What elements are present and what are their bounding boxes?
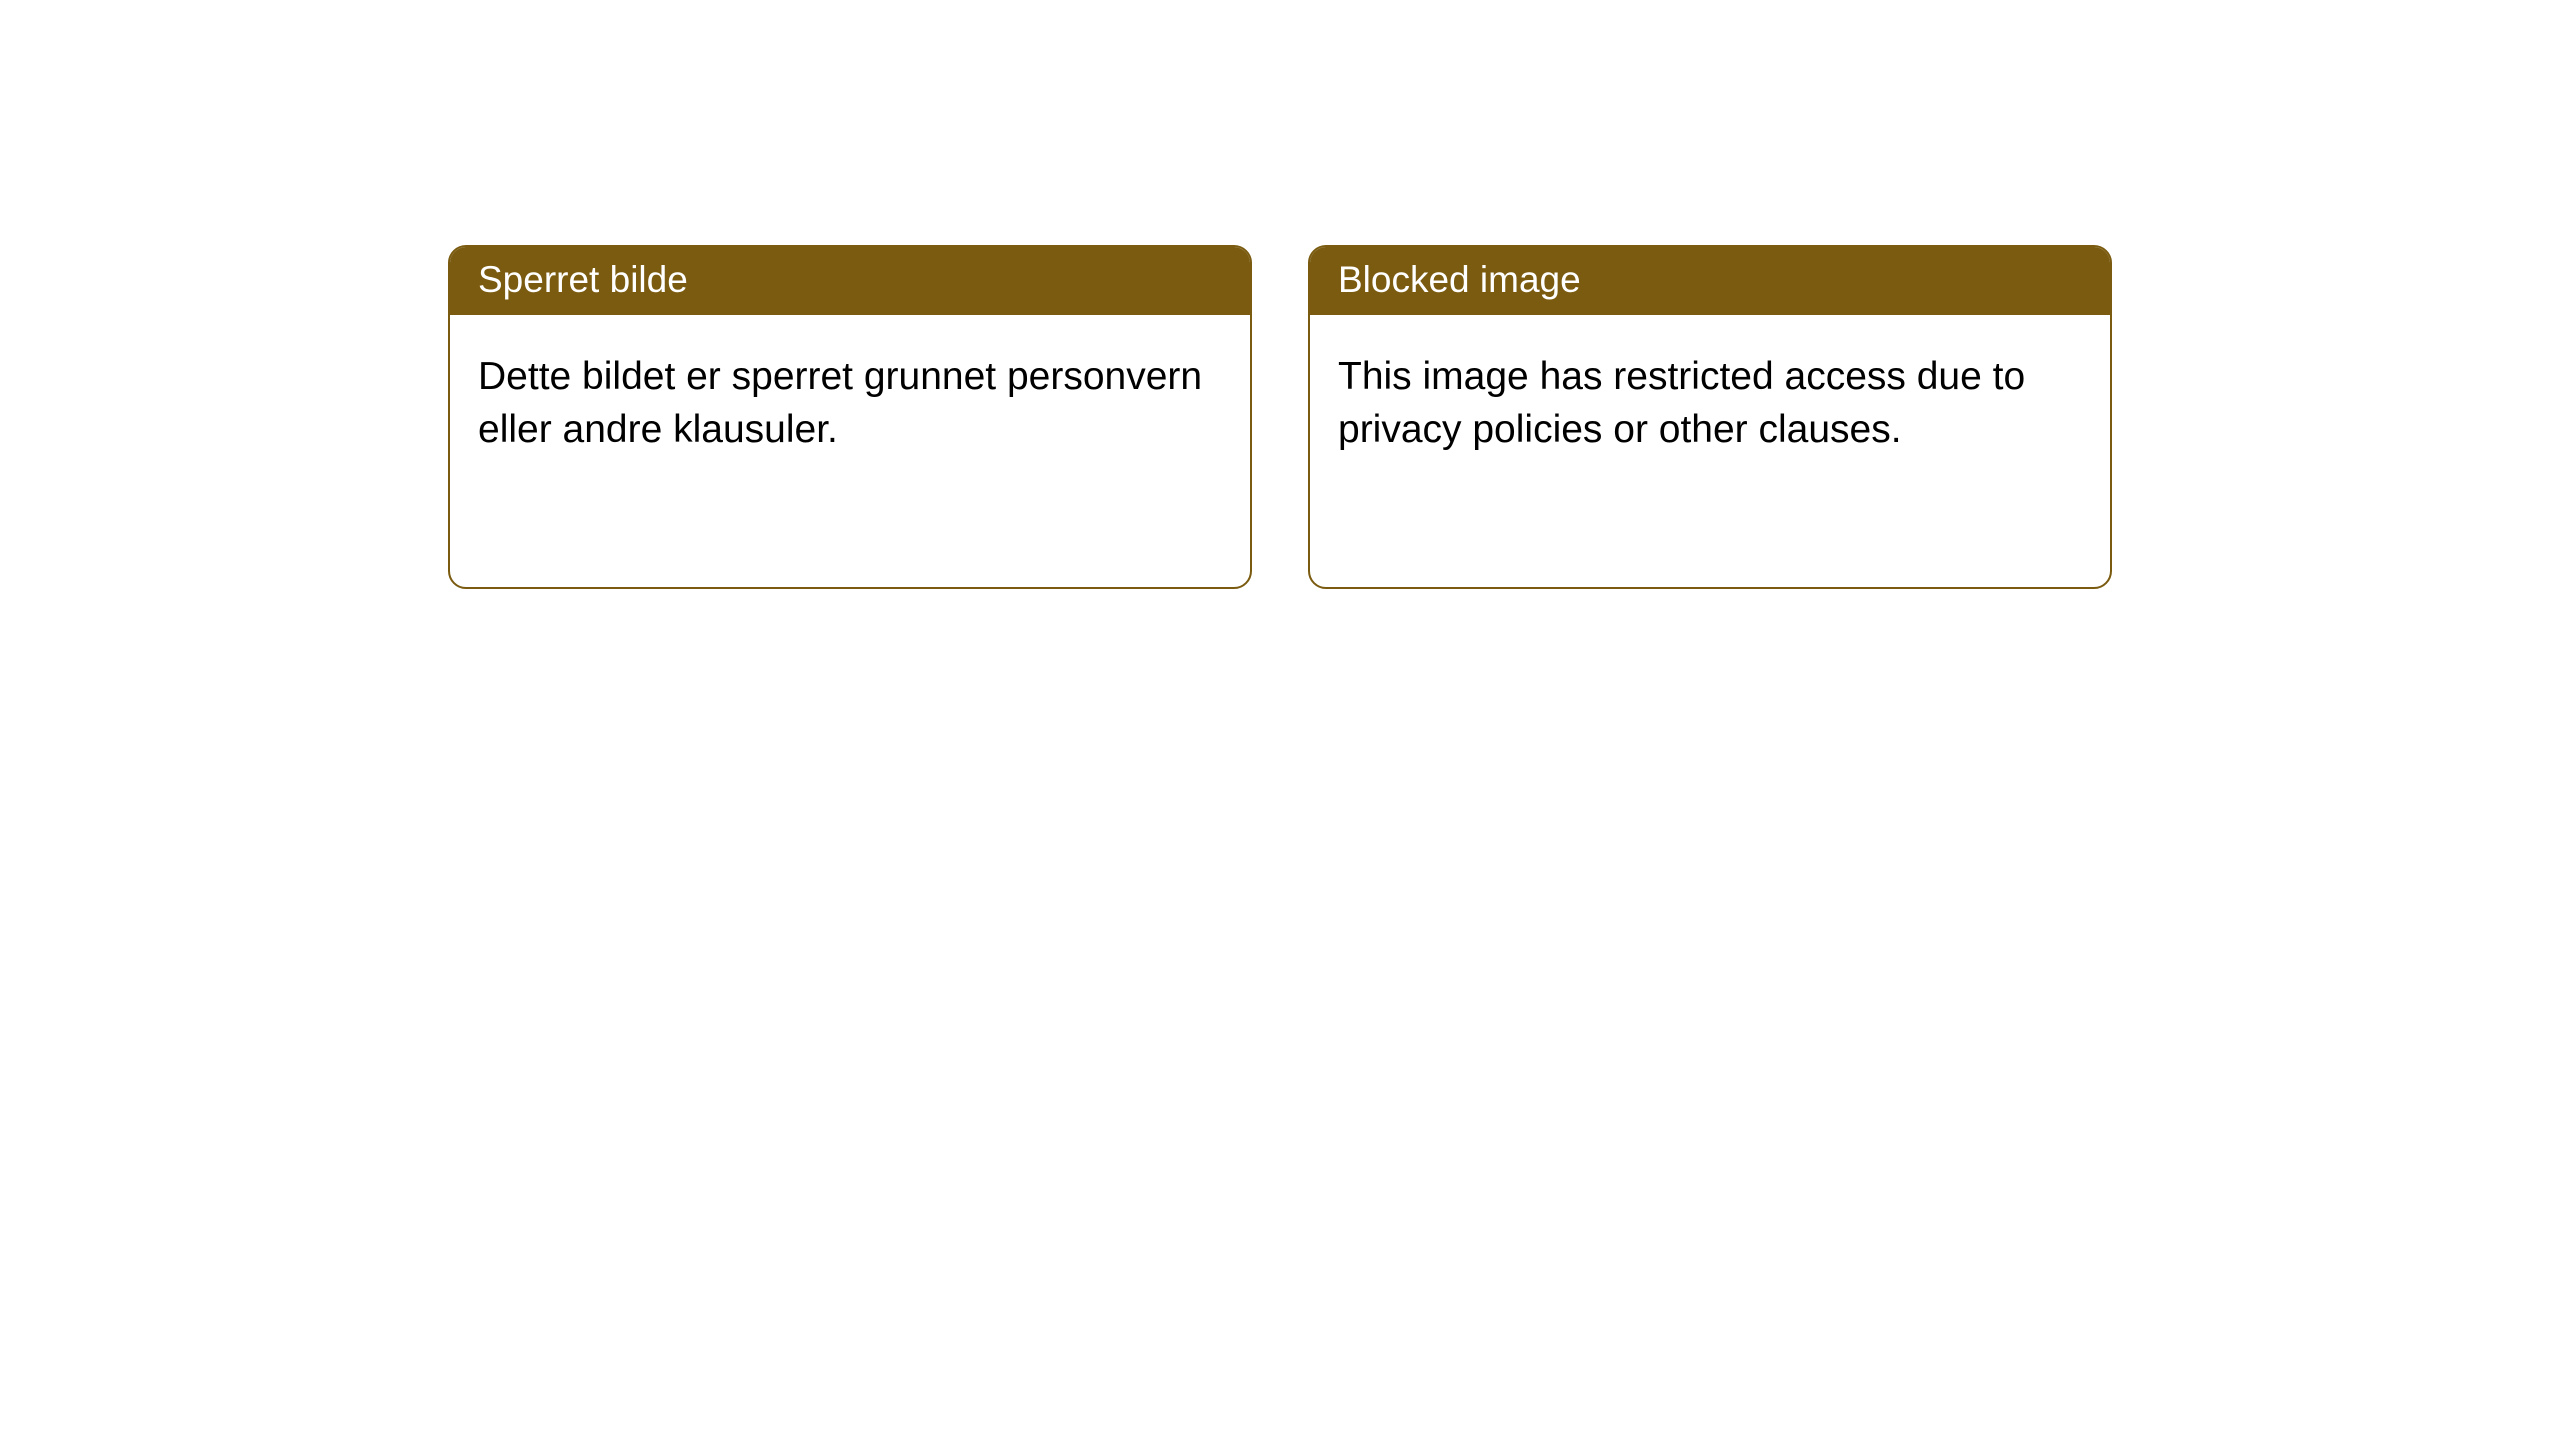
notice-card-norwegian: Sperret bilde Dette bildet er sperret gr…	[448, 245, 1252, 589]
notice-body: This image has restricted access due to …	[1310, 315, 2110, 587]
notice-title: Blocked image	[1310, 247, 2110, 315]
notice-body: Dette bildet er sperret grunnet personve…	[450, 315, 1250, 587]
notice-title: Sperret bilde	[450, 247, 1250, 315]
notice-card-english: Blocked image This image has restricted …	[1308, 245, 2112, 589]
notice-container: Sperret bilde Dette bildet er sperret gr…	[0, 0, 2560, 589]
